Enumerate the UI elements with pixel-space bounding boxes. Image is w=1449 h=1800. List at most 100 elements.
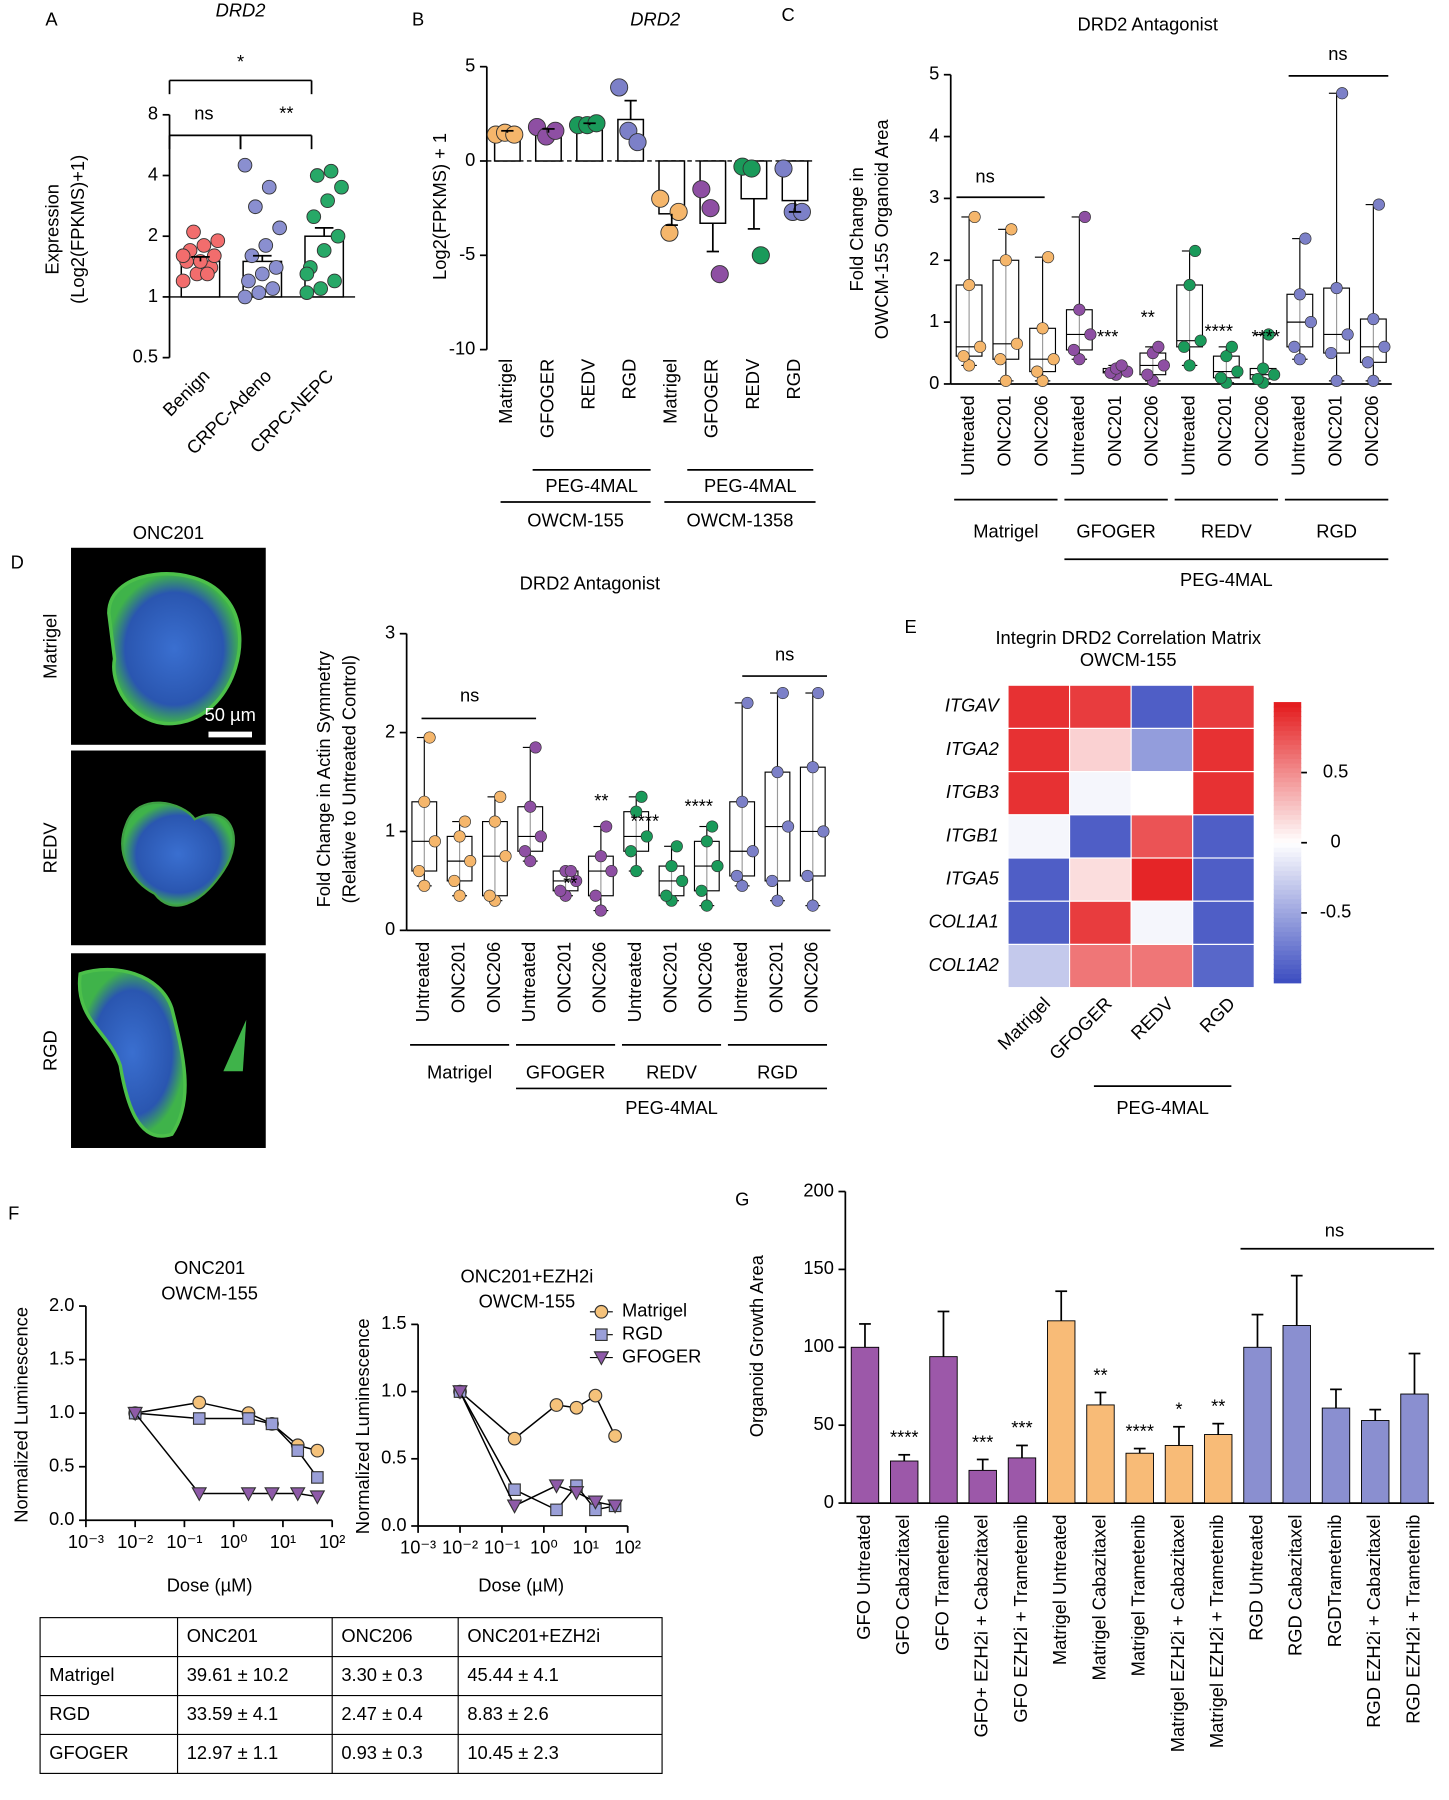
data-point xyxy=(630,864,643,878)
data-point xyxy=(508,1483,521,1497)
panel-label: F xyxy=(8,1202,19,1223)
colorbar-segment xyxy=(1273,856,1302,862)
data-point xyxy=(306,209,322,224)
data-point xyxy=(963,278,976,292)
data-point xyxy=(127,1406,144,1422)
panel-label: B xyxy=(412,9,424,30)
data-point xyxy=(994,353,1007,366)
table-cell: 0.93 ± 0.3 xyxy=(341,1742,422,1763)
y-tick-label: 0.0 xyxy=(381,1514,406,1535)
data-point xyxy=(1078,210,1091,224)
data-point xyxy=(660,889,673,902)
data-point xyxy=(237,157,253,173)
y-tick-label: 1 xyxy=(385,819,395,840)
significance-label: ns xyxy=(460,685,479,706)
data-point xyxy=(771,894,784,907)
significance-label: ns xyxy=(194,103,213,124)
colorbar-segment xyxy=(1273,800,1302,806)
x-tick-label: ONC206 xyxy=(483,942,504,1013)
data-point xyxy=(711,860,724,873)
y-tick-label: 100 xyxy=(803,1335,834,1356)
panel-label: C xyxy=(781,4,794,25)
table-cell: Matrigel xyxy=(49,1664,114,1685)
data-point xyxy=(742,159,761,178)
colorbar-segment xyxy=(1273,861,1302,867)
series-line xyxy=(459,1391,616,1440)
data-point xyxy=(963,359,976,372)
significance-label: * xyxy=(237,51,244,72)
table-cell: 2.47 ± 0.4 xyxy=(341,1703,422,1724)
micrographs: ONC201 Matrigel REDV RGD 50 µm xyxy=(39,522,266,1148)
data-point xyxy=(1189,244,1202,258)
data-point xyxy=(268,260,284,275)
legend-marker xyxy=(593,1351,610,1366)
y-tick-label: 0.5 xyxy=(381,1447,406,1468)
data-point xyxy=(506,1499,523,1514)
x-tick-label: ONC206 xyxy=(589,942,610,1013)
table-cell: 45.44 ± 4.1 xyxy=(467,1664,559,1685)
x-axis-label: Dose (µM) xyxy=(167,1575,253,1596)
bar xyxy=(1204,1434,1233,1504)
chart-subtitle: OWCM-155 xyxy=(1080,649,1177,670)
heatmap-cell xyxy=(1130,943,1194,989)
data-point xyxy=(242,1412,255,1425)
data-point xyxy=(570,874,583,887)
data-point xyxy=(323,163,339,179)
colorbar-segment xyxy=(1273,847,1302,853)
group-label: Matrigel xyxy=(973,521,1038,542)
scale-bar-label: 50 µm xyxy=(205,704,256,725)
heatmap-cell xyxy=(1130,900,1194,945)
legend-label: Matrigel xyxy=(622,1300,687,1321)
x-tick-label: 10⁻² xyxy=(442,1537,478,1558)
colorbar-segment xyxy=(1273,884,1302,890)
data-point xyxy=(327,273,342,289)
bar xyxy=(1361,1420,1390,1504)
data-point xyxy=(710,265,729,284)
data-point xyxy=(651,189,670,208)
significance-label: *** xyxy=(1011,1417,1032,1438)
data-point xyxy=(812,686,825,700)
data-point xyxy=(1183,278,1196,292)
significance-label: ns xyxy=(975,166,994,187)
data-point xyxy=(1036,374,1049,387)
data-point xyxy=(695,884,708,897)
heatmap-cell xyxy=(1130,684,1194,730)
column-label: GFOGER xyxy=(1045,993,1116,1064)
data-point xyxy=(210,233,226,249)
data-point xyxy=(412,864,426,878)
y-tick-label: 2 xyxy=(148,224,158,245)
significance-label: ns xyxy=(1325,1219,1344,1240)
x-tick-label: 10⁰ xyxy=(530,1537,558,1558)
y-axis-label: (Relative to Untreated Control) xyxy=(338,655,359,903)
colorbar-segment xyxy=(1273,790,1302,797)
y-tick-label: 2 xyxy=(929,248,939,269)
colorbar-segment xyxy=(1273,748,1302,755)
y-axis-label: OWCM-155 Organoid Area xyxy=(871,119,892,340)
bar xyxy=(1400,1393,1429,1504)
data-point xyxy=(1042,251,1055,264)
x-tick-label: 10⁻³ xyxy=(400,1537,436,1558)
y-tick-label: 1.0 xyxy=(381,1379,406,1400)
data-point xyxy=(670,840,683,853)
y-tick-label: 0 xyxy=(465,149,475,170)
data-point xyxy=(746,845,759,858)
heatmap-cell xyxy=(1068,814,1132,859)
data-point xyxy=(700,899,713,912)
y-tick-label: 1.5 xyxy=(381,1312,406,1333)
x-tick-label: ONC201 xyxy=(553,942,574,1013)
x-tick-label: GFO Untreated xyxy=(853,1515,874,1640)
x-tick-label: 10² xyxy=(319,1531,345,1552)
data-point xyxy=(334,179,349,195)
x-tick-label: Matrigel Cabazitaxel xyxy=(1088,1515,1109,1681)
legend-label: RGD xyxy=(622,1323,663,1344)
colorbar-segment xyxy=(1273,804,1302,811)
heatmap-cell xyxy=(1130,814,1194,859)
data-point xyxy=(534,830,547,843)
colorbar-segment xyxy=(1273,786,1302,792)
group-label: PEG-4MAL xyxy=(625,1097,718,1118)
data-point xyxy=(692,180,711,199)
data-point xyxy=(453,889,466,902)
heatmap-cell xyxy=(1068,771,1132,816)
data-point xyxy=(1325,346,1338,360)
significance-label: ** xyxy=(563,872,577,893)
